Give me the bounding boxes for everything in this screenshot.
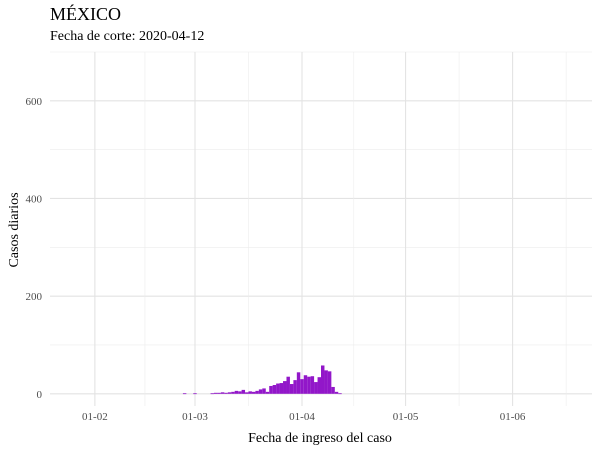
bar bbox=[338, 393, 342, 395]
bar bbox=[317, 377, 321, 394]
x-tick-label: 01-05 bbox=[393, 411, 419, 423]
chart-title: MÉXICO bbox=[50, 4, 121, 24]
bar bbox=[238, 391, 242, 394]
bar bbox=[265, 391, 270, 394]
y-tick-label: 0 bbox=[37, 389, 43, 401]
bar bbox=[234, 390, 239, 394]
bar bbox=[289, 384, 294, 394]
bar bbox=[286, 376, 290, 394]
bar bbox=[272, 385, 277, 394]
x-tick-label: 01-06 bbox=[500, 411, 526, 423]
bar bbox=[220, 392, 225, 394]
bar bbox=[258, 389, 263, 394]
bar bbox=[307, 376, 311, 394]
bar bbox=[331, 386, 335, 394]
bar bbox=[300, 379, 304, 394]
bar bbox=[193, 393, 197, 395]
bar bbox=[296, 372, 301, 394]
x-tick-label: 01-04 bbox=[289, 411, 315, 423]
x-tick-label: 01-03 bbox=[182, 411, 208, 423]
grid-lines bbox=[50, 51, 592, 406]
bar bbox=[217, 392, 221, 394]
bar bbox=[224, 392, 228, 394]
bar bbox=[276, 383, 280, 394]
bar bbox=[283, 381, 287, 394]
bar bbox=[334, 391, 339, 394]
bar bbox=[251, 391, 256, 394]
bar bbox=[255, 390, 259, 394]
bar bbox=[231, 391, 235, 394]
y-tick-label: 400 bbox=[26, 193, 43, 205]
bars bbox=[182, 365, 342, 395]
bar bbox=[248, 391, 252, 394]
bar bbox=[245, 392, 249, 394]
x-tick-labels: 01-02 01-03 01-04 01-05 01-06 bbox=[82, 411, 526, 423]
bar bbox=[310, 376, 315, 394]
bar bbox=[314, 382, 318, 394]
bar bbox=[182, 393, 187, 395]
x-tick-label: 01-02 bbox=[82, 411, 108, 423]
bar bbox=[303, 375, 308, 394]
y-tick-label: 600 bbox=[26, 96, 43, 108]
y-axis-title: Casos diarios bbox=[7, 192, 22, 267]
bar bbox=[321, 365, 325, 394]
bar bbox=[227, 392, 232, 394]
bar bbox=[327, 371, 332, 394]
bar bbox=[269, 385, 273, 394]
bar bbox=[293, 380, 297, 394]
chart-subtitle: Fecha de corte: 2020-04-12 bbox=[50, 29, 205, 44]
bar bbox=[241, 389, 246, 394]
bar bbox=[213, 392, 218, 394]
bar bbox=[279, 383, 284, 394]
x-axis-title: Fecha de ingreso del caso bbox=[248, 431, 392, 446]
y-tick-labels: 0 200 400 600 bbox=[26, 96, 43, 401]
bar bbox=[324, 370, 328, 394]
y-tick-label: 200 bbox=[26, 291, 43, 303]
bar bbox=[262, 388, 266, 394]
bar bbox=[210, 393, 214, 395]
